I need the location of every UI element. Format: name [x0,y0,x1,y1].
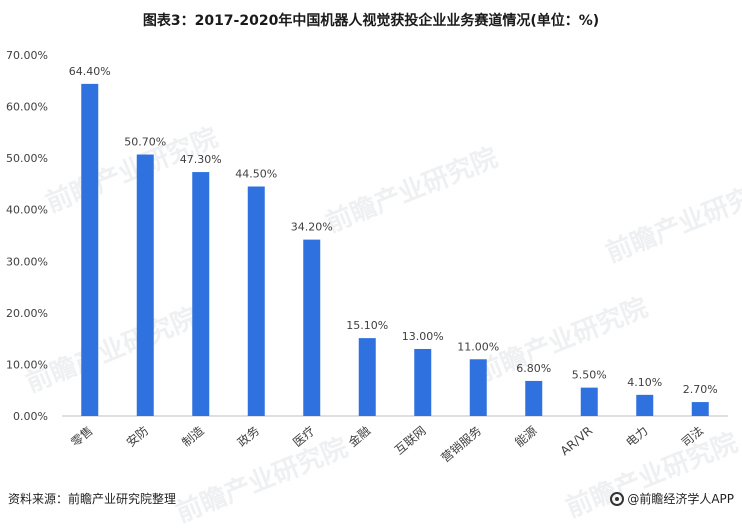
bar-value-label: 4.10% [627,376,662,389]
y-tick-label: 60.00% [6,101,48,114]
y-tick-label: 20.00% [6,307,48,320]
y-tick-label: 50.00% [6,152,48,165]
x-tick-label: 能源 [512,424,539,450]
y-tick-label: 0.00% [13,410,48,423]
bars [81,83,709,417]
bar-value-label: 34.20% [291,221,333,234]
bar [414,348,432,416]
x-tick-label: 制造 [179,424,206,450]
bar-value-label: 50.70% [124,136,166,149]
bar-value-label: 6.80% [516,362,551,375]
chart-title: 图表3：2017-2020年中国机器人视觉获投企业业务赛道情况(单位：%) [142,13,600,29]
bar-value-label: 5.50% [572,369,607,382]
bar-value-label: 47.30% [180,153,222,166]
bar [525,380,543,416]
y-tick-label: 40.00% [6,204,48,217]
x-tick-label: 互联网 [392,424,429,458]
bar [81,83,99,416]
x-axis-labels: 零售 安防 制造 政务 医疗 金融 互联网 营销服务 能源 AR/VR 电力 司法 [68,423,707,465]
bar-value-label: 11.00% [457,340,499,353]
x-tick-label: 政务 [234,423,262,450]
bar [580,387,598,416]
bar-value-label: 44.50% [235,168,277,181]
bar [469,359,487,416]
bar-value-label: 15.10% [346,319,388,332]
bar [192,172,210,416]
y-axis-labels: 0.00% 10.00% 20.00% 30.00% 40.00% 50.00% 60.00… [6,49,48,423]
y-tick-label: 30.00% [6,255,48,268]
bar [358,338,376,416]
y-tick-label: 10.00% [6,358,48,371]
x-tick-label: 医疗 [290,424,317,450]
source-note: 资料来源：前瞻产业研究院整理 [8,492,177,506]
x-tick-label: 安防 [123,423,151,450]
brand-credit: @前瞻经济学人APP [610,490,734,507]
bar [136,154,154,417]
bar-value-label: 64.40% [69,65,111,78]
bar [636,394,654,416]
bar-value-label: 2.70% [683,383,718,396]
brand-logo-icon [610,491,625,506]
brand-label: @前瞻经济学人APP [627,492,734,506]
y-tick-label: 70.00% [6,49,48,62]
x-tick-label: 营销服务 [438,423,484,465]
bar [691,402,709,416]
x-tick-label: 零售 [68,423,96,450]
x-tick-label: AR/VR [558,424,595,459]
bar-chart: 0.00% 10.00% 20.00% 30.00% 40.00% 50.00% 60.00… [6,49,728,465]
x-tick-label: 电力 [623,424,650,450]
bar-value-label: 13.00% [402,330,444,343]
bar [303,239,321,416]
bar [247,186,265,416]
value-labels: 64.40% 50.70% 47.30% 44.50% 34.20% 15.10% 13.0… [69,65,718,396]
x-tick-label: 司法 [679,424,706,450]
x-tick-label: 金融 [345,423,373,450]
